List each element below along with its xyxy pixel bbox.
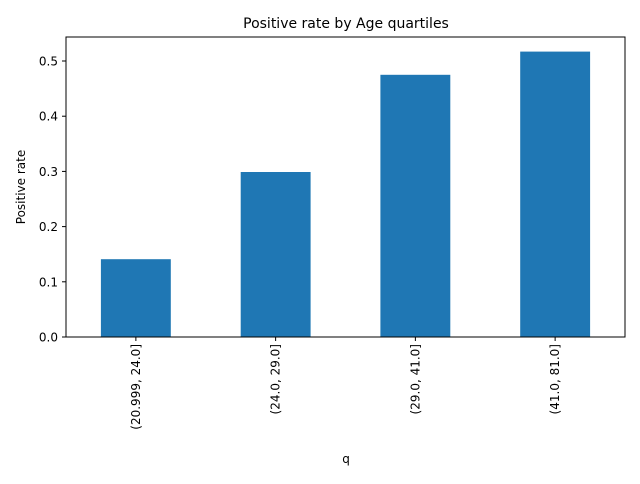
x-axis-label: q xyxy=(342,452,350,466)
bar xyxy=(240,172,311,337)
y-tick-label: 0.2 xyxy=(39,220,58,234)
y-axis: 0.0 0.1 0.2 0.3 0.4 0.5 xyxy=(39,55,66,345)
x-tick-label: (24.0, 29.0] xyxy=(269,344,283,414)
y-tick-label: 0.0 xyxy=(39,331,58,345)
x-tick-label: (20.999, 24.0] xyxy=(129,344,143,430)
bar xyxy=(520,51,591,337)
x-tick-label: (29.0, 41.0] xyxy=(408,344,422,414)
bars-layer xyxy=(100,51,591,338)
bar xyxy=(100,259,171,337)
plot-frame xyxy=(65,36,626,338)
y-tick-label: 0.3 xyxy=(39,165,58,179)
bar xyxy=(380,74,451,338)
x-tick-label: (41.0, 81.0] xyxy=(548,344,562,414)
x-axis: (20.999, 24.0] (24.0, 29.0] (29.0, 41.0] (4… xyxy=(129,337,562,430)
y-axis-label: Positive rate xyxy=(14,150,28,224)
chart-title: Positive rate by Age quartiles xyxy=(243,16,449,32)
y-tick-label: 0.5 xyxy=(39,55,58,69)
y-tick-label: 0.1 xyxy=(39,275,58,289)
y-tick-label: 0.4 xyxy=(39,110,58,124)
